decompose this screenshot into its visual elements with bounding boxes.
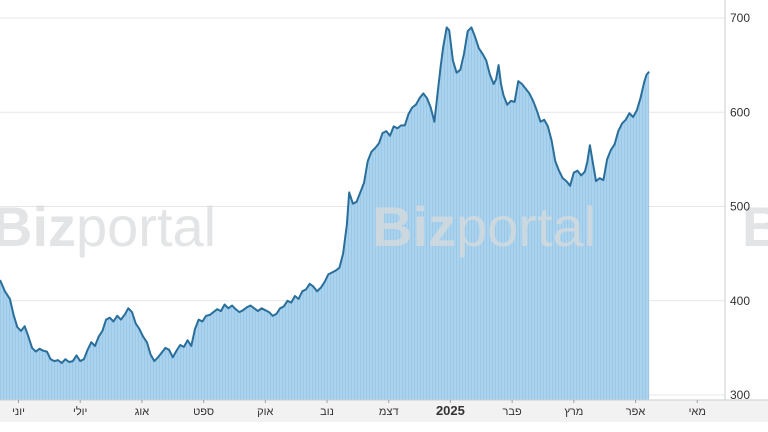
x-tick-label: 2025	[436, 403, 465, 418]
series-area	[0, 27, 650, 401]
x-tick-label: יולי	[73, 405, 87, 418]
x-tick-label: אוק	[257, 406, 273, 418]
y-tick-label: 400	[730, 294, 750, 308]
y-tick-label: 600	[730, 105, 750, 119]
x-tick-label: אפר	[626, 406, 646, 418]
watermark-right: Bizportal	[742, 195, 768, 258]
x-tick-label: פבר	[503, 406, 522, 418]
x-axis: יוני יולי אוג ספט אוק נוב דצמ 2025 פבר מרץ אפר מאי	[0, 399, 768, 422]
x-tick-label: מרץ	[564, 406, 583, 418]
x-axis-band	[0, 400, 768, 422]
y-tick-label: 500	[730, 200, 750, 214]
x-tick-label: יוני	[12, 406, 25, 418]
area-layer	[0, 26, 650, 401]
x-tick-label: נוב	[320, 406, 334, 418]
x-tick-label: מאי	[689, 406, 706, 418]
y-tick-label: 700	[730, 11, 750, 25]
watermark-left: Bizportal	[0, 195, 216, 258]
y-axis: 300 400 500 600 700	[724, 0, 750, 402]
y-tick-label: 300	[730, 388, 750, 402]
x-tick-label: ספט	[193, 406, 214, 418]
series-line	[0, 26, 650, 364]
watermarks: Bizportal Bizportal Bizportal	[0, 195, 768, 258]
x-tick-label: אוג	[135, 406, 150, 418]
watermark-center: Bizportal	[372, 195, 596, 258]
x-tick-label: דצמ	[379, 406, 399, 418]
